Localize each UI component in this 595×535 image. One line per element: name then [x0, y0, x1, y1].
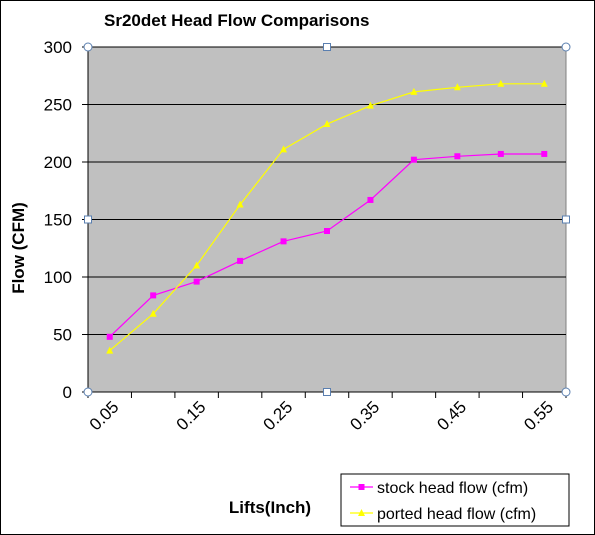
x-axis-title: Lifts(Inch): [229, 498, 311, 517]
ported-point: [323, 120, 331, 128]
ported-point: [540, 79, 548, 87]
legend: stock head flow (cfm) ported head flow (c…: [340, 473, 570, 527]
ported-point: [149, 309, 157, 317]
legend-ported-label: ported head flow (cfm): [377, 506, 536, 523]
chart-title: Sr20det Head Flow Comparisons: [104, 11, 369, 30]
ported-point: [280, 145, 288, 153]
stock-point: [106, 333, 113, 340]
stock-point: [150, 292, 157, 299]
legend-stock-label: stock head flow (cfm): [377, 480, 528, 497]
y-tick-label: 0: [63, 383, 72, 402]
ported-point: [106, 346, 114, 354]
selection-handle: [561, 387, 571, 397]
y-tick-label: 50: [53, 326, 72, 345]
selection-handle: [83, 387, 93, 397]
selection-handle: [323, 43, 331, 51]
y-tick-label: 200: [44, 153, 72, 172]
selection-handle: [83, 42, 93, 52]
legend-box: [340, 473, 570, 527]
selection-handle: [84, 215, 92, 224]
y-tick-label: 250: [44, 96, 72, 115]
ported-point: [236, 200, 244, 208]
legend-ported-marker: [358, 509, 365, 516]
stock-point: [280, 238, 287, 245]
ported-point: [497, 79, 505, 87]
stock-point: [237, 257, 244, 264]
selection-handle: [323, 388, 331, 396]
y-tick-label: 300: [44, 38, 72, 57]
stock-point: [367, 196, 374, 203]
ported-point: [366, 101, 374, 109]
y-tick-label: 150: [44, 211, 72, 230]
stock-point: [497, 150, 504, 157]
ported-point: [193, 261, 201, 269]
stock-point: [193, 278, 200, 285]
selection-handle: [561, 42, 571, 52]
ported-point: [410, 87, 418, 95]
stock-point: [454, 153, 461, 160]
stock-point: [324, 228, 330, 234]
legend-stock-marker: [358, 484, 365, 490]
ported-point: [453, 83, 461, 91]
y-tick-label: 100: [44, 268, 72, 287]
y-axis-title: Flow (CFM): [9, 202, 28, 294]
stock-point: [541, 150, 548, 157]
selection-handle: [562, 215, 570, 224]
stock-point: [410, 156, 417, 163]
